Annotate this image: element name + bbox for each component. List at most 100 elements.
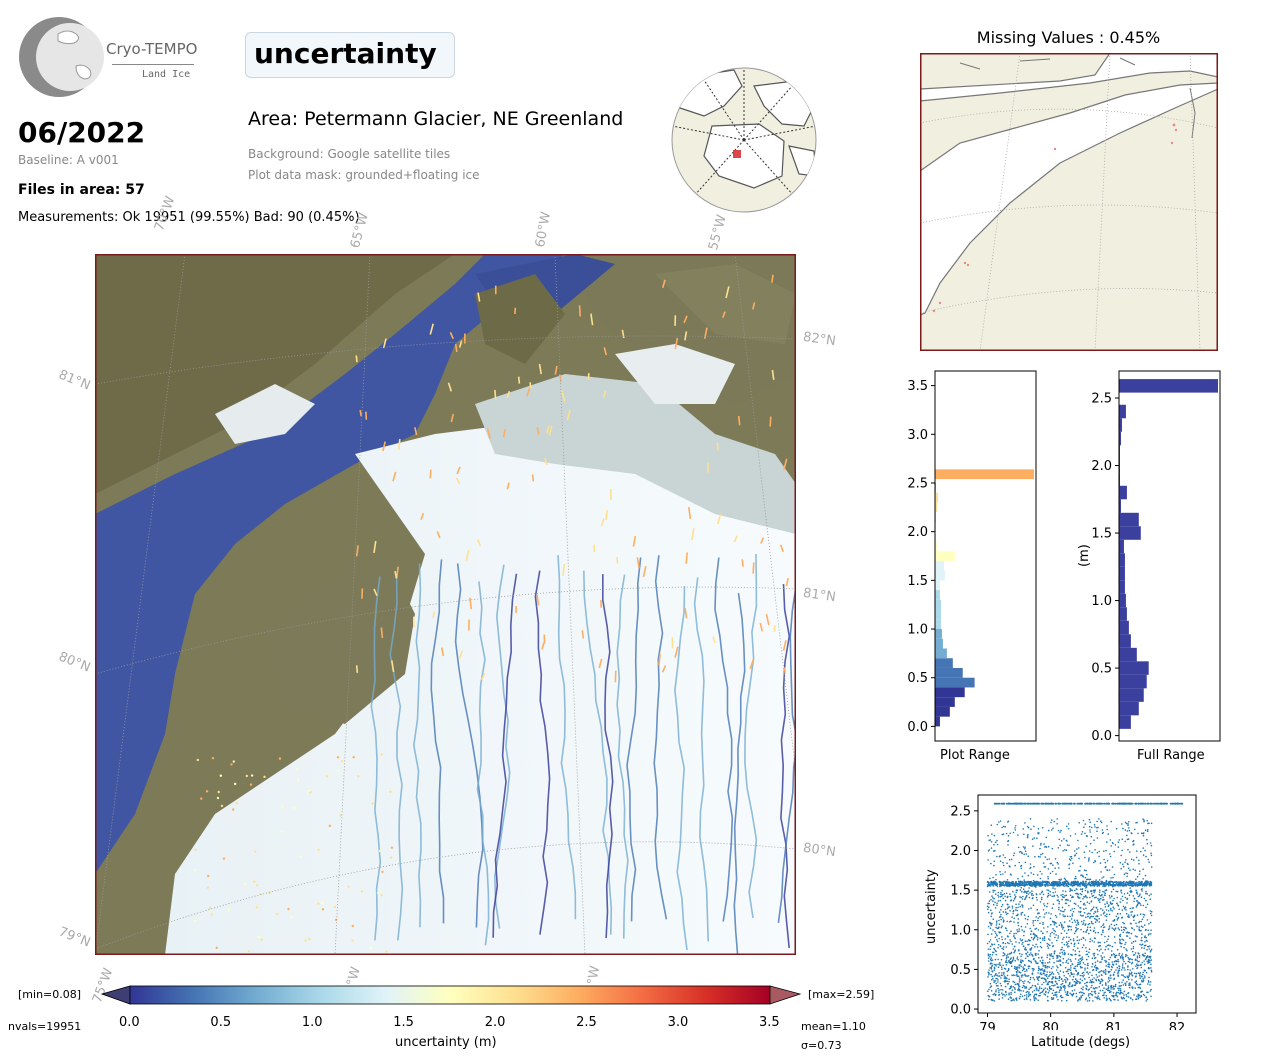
main-uncertainty-map	[95, 254, 796, 955]
scatter-point	[1042, 862, 1045, 864]
scatter-point	[999, 945, 1002, 947]
scatter-point	[1109, 998, 1112, 1001]
scatter-point	[1018, 979, 1021, 981]
flow-line	[744, 553, 758, 919]
scatter-point	[1113, 988, 1115, 990]
speckle	[785, 577, 789, 587]
scatter-point	[1144, 941, 1146, 943]
scatter-point	[1139, 972, 1142, 974]
scatter-point	[1083, 851, 1086, 853]
scatter-point	[1032, 873, 1035, 876]
scatter-point	[1018, 928, 1020, 930]
scatter-point	[1095, 883, 1098, 886]
speckle	[321, 908, 325, 911]
scatter-point	[1100, 821, 1103, 824]
scatter-point	[1040, 946, 1043, 949]
scatter-point	[1049, 872, 1052, 875]
scatter-point	[1019, 802, 1022, 805]
scatter-point	[1017, 983, 1020, 985]
scatter-point	[1040, 891, 1043, 894]
hist-ytick-label: 0.0	[907, 720, 928, 735]
scatter-point	[1078, 997, 1081, 999]
scatter-point	[1109, 907, 1112, 910]
scatter-point	[1138, 894, 1141, 897]
scatter-point	[988, 974, 990, 976]
speckle	[477, 292, 481, 302]
scatter-point	[1078, 950, 1081, 953]
scatter-point	[1086, 971, 1088, 974]
scatter-point	[1068, 940, 1070, 943]
scatter-point	[1098, 818, 1100, 820]
speckle	[390, 846, 394, 849]
scatter-point	[991, 922, 993, 925]
scatter-point	[1079, 999, 1081, 1001]
scatter-point	[993, 981, 995, 984]
scatter-point	[1032, 920, 1035, 922]
scatter-point	[1055, 934, 1057, 936]
scatter-axes-frame	[977, 794, 1197, 1014]
scatter-point	[1022, 966, 1024, 968]
scatter-point	[1028, 883, 1031, 886]
scatter-point	[1126, 981, 1128, 983]
scatter-point	[1140, 925, 1143, 928]
speckle	[321, 901, 324, 905]
scatter-point	[1092, 884, 1095, 886]
scatter-point	[1043, 988, 1045, 991]
scatter-point	[1116, 966, 1119, 969]
scatter-point	[1078, 981, 1080, 983]
speckle	[456, 477, 461, 485]
scatter-point	[1077, 884, 1079, 887]
scatter-point	[1085, 869, 1087, 872]
hist-ytick-label: 2.0	[1091, 459, 1112, 474]
scatter-point	[1012, 890, 1014, 893]
scatter-point	[992, 891, 994, 893]
hist-bar	[1119, 580, 1125, 594]
scatter-point	[1076, 982, 1078, 985]
scatter-point	[1144, 975, 1146, 977]
scatter-point	[1122, 958, 1124, 961]
scatter-point	[1104, 866, 1107, 869]
scatter-point	[1161, 802, 1164, 805]
scatter-point	[1028, 896, 1031, 899]
scatter-point	[1043, 939, 1046, 942]
scatter-point	[1083, 908, 1085, 910]
scatter-point	[999, 871, 1001, 873]
scatter-point	[1058, 991, 1060, 993]
scatter-point	[1091, 884, 1093, 887]
scatter-ytick-label: 0.5	[950, 963, 971, 978]
scatter-point	[1061, 951, 1063, 954]
scatter-point	[1128, 984, 1130, 986]
scatter-point	[1064, 890, 1067, 893]
scatter-point	[1067, 925, 1069, 927]
scatter-point	[1020, 886, 1023, 889]
scatter-point	[1056, 957, 1058, 959]
scatter-point	[1095, 969, 1098, 972]
scatter-point	[1010, 957, 1012, 959]
scatter-point	[1039, 937, 1041, 939]
scatter-point	[1016, 975, 1018, 977]
scatter-point	[1038, 994, 1040, 997]
scatter-point	[988, 891, 991, 893]
scatter-point	[1078, 822, 1080, 824]
scatter-point	[1095, 996, 1098, 999]
nvals-label: nvals=19951	[8, 1020, 82, 1033]
hist-bar	[1119, 715, 1131, 729]
scatter-point	[1071, 908, 1074, 910]
lat-label-80n-left: 80°N	[56, 649, 93, 676]
scatter-point	[1074, 903, 1077, 905]
scatter-point	[1066, 932, 1068, 935]
histogram-full-range-ylabel: (m)	[1077, 544, 1092, 567]
scatter-point	[1069, 938, 1072, 941]
scatter-point	[1125, 935, 1128, 937]
scatter-point	[1116, 890, 1119, 893]
scatter-point	[1013, 921, 1015, 923]
speckle	[752, 562, 755, 574]
scatter-point	[1096, 830, 1098, 832]
scatter-point	[1121, 965, 1124, 967]
scatter-point	[1114, 844, 1117, 846]
scatter-point	[1091, 957, 1094, 959]
scatter-point	[1026, 880, 1028, 883]
scatter-point	[1061, 948, 1063, 951]
scatter-point	[1073, 932, 1076, 935]
speckle	[642, 566, 647, 578]
